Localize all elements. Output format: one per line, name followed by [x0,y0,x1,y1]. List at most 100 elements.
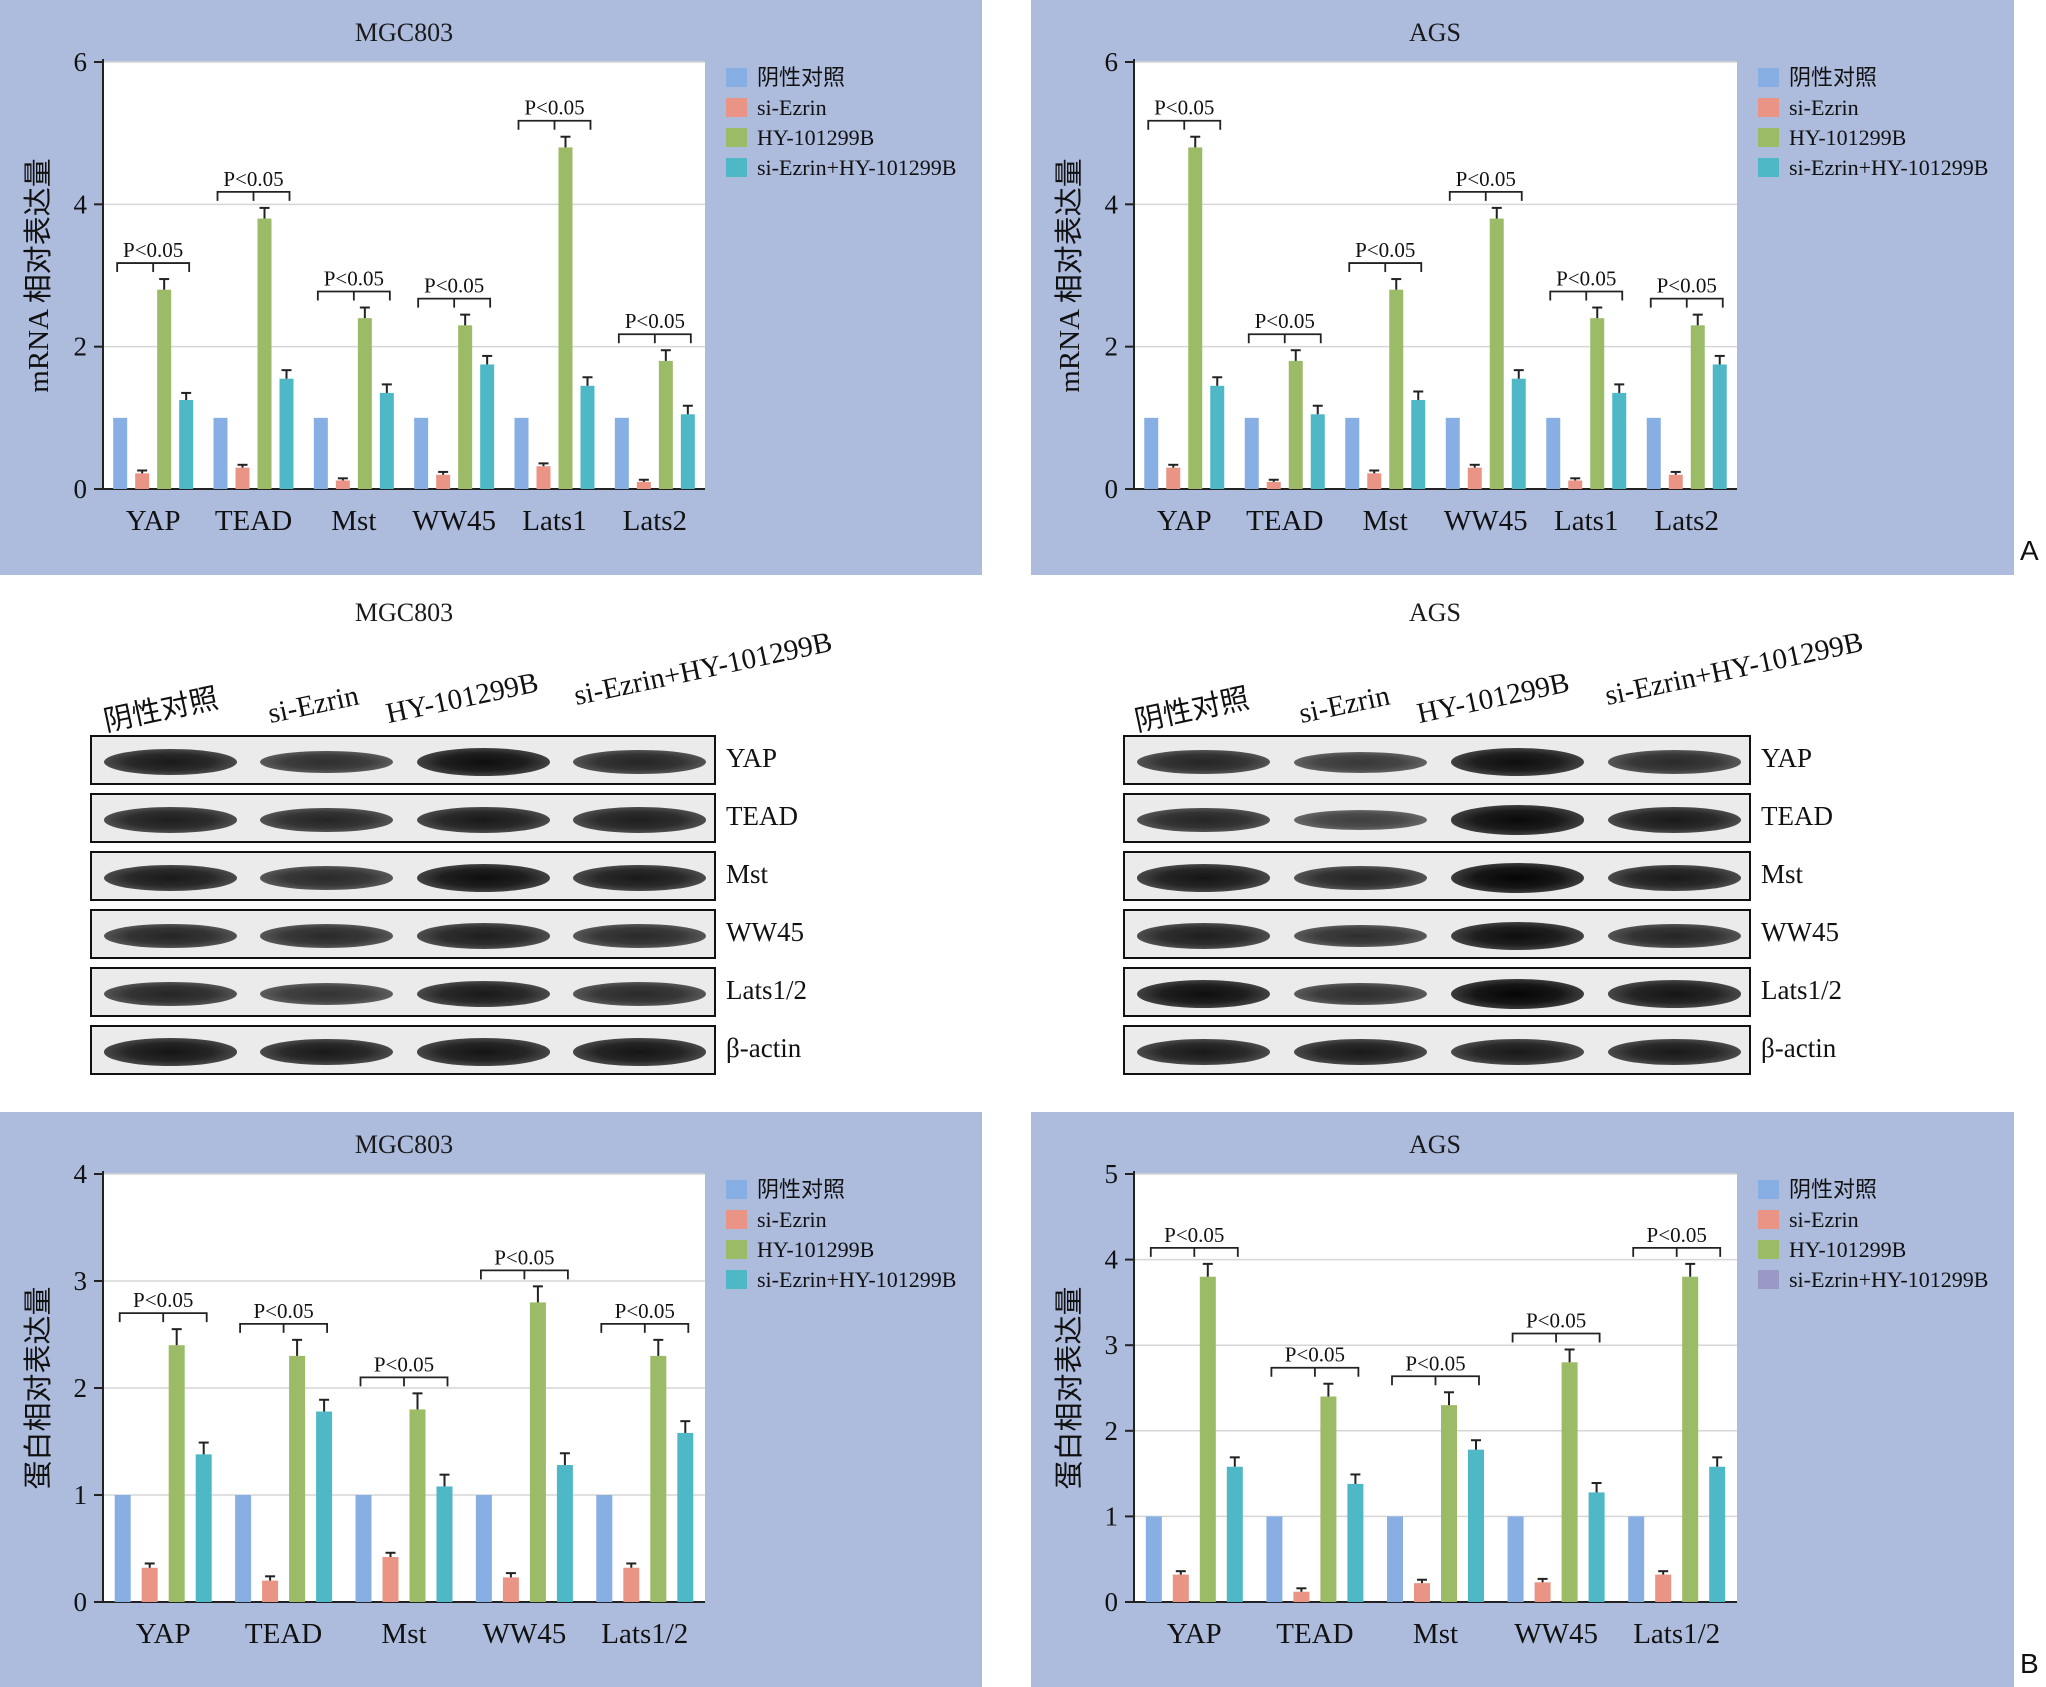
x-tick-label: YAP [1167,1618,1222,1650]
y-tick-label: 1 [74,1480,88,1510]
lane-label: si-Ezrin+HY-101299B [571,626,835,713]
significance-label: P<0.05 [1355,238,1415,262]
significance-label: P<0.05 [625,309,685,333]
blot-strip [1123,1025,1751,1075]
bar [1188,147,1203,489]
protein-band [1136,979,1271,1009]
bar [514,417,529,489]
x-tick-label: YAP [136,1618,191,1650]
legend-label: si-Ezrin+HY-101299B [1789,1267,1988,1292]
significance-label: P<0.05 [133,1288,193,1312]
legend-label: HY-101299B [1789,125,1906,150]
legend-label: HY-101299B [1789,1237,1906,1262]
bar [135,473,150,489]
x-tick-label: TEAD [245,1618,322,1650]
legend-swatch [726,68,747,87]
y-axis-label: 蛋白相对表达量 [22,1286,55,1489]
x-tick-label: WW45 [1444,505,1528,537]
legend-swatch [1758,1180,1779,1199]
panel-letter-a: A [2020,535,2039,566]
blot-strip [90,909,716,959]
significance-label: P<0.05 [1526,1308,1586,1332]
protein-band [573,1038,707,1066]
lane-label: si-Ezrin [1296,679,1393,731]
bar [1546,417,1561,489]
bar-chart-protein-ags: 0 1 2 3 4 5 蛋白相对表达量 YAP P<0.05 TEAD P<0.05 Mst P<0.0… [1053,1159,1988,1650]
legend-label: 阴性对照 [757,65,845,90]
y-tick-label: 2 [1105,1416,1119,1446]
protein-band [103,923,237,949]
plot-area [1134,62,1737,489]
significance-bracket [1270,1366,1360,1377]
significance-label: P<0.05 [223,167,283,191]
bar [379,392,394,489]
x-tick-label: Lats1/2 [1633,1618,1720,1650]
plot-area [103,62,705,489]
legend-label: si-Ezrin+HY-101299B [757,155,956,180]
legend-label: 阴性对照 [757,1177,845,1202]
protein-band [1293,809,1428,831]
bar [475,1495,492,1602]
protein-label: YAP [726,743,778,773]
significance-label: P<0.05 [524,96,584,120]
bar [596,1495,613,1602]
protein-band [1293,924,1428,948]
blot-strip [90,735,716,785]
y-tick-label: 0 [1105,1587,1119,1617]
protein-band [260,750,394,774]
bar [480,364,495,489]
bar [313,417,328,489]
bar [357,318,372,489]
protein-band [260,807,394,833]
blot-strip [1123,793,1751,843]
protein-band [416,923,550,949]
bar [658,360,673,489]
significance-label: P<0.05 [1285,1343,1345,1367]
bar-chart-protein-mgc803: 0 1 2 3 4 蛋白相对表达量 YAP P<0.05 TEAD P<0.05 Mst P<0.05… [22,1159,956,1650]
protein-label: Lats1/2 [726,975,807,1005]
bar [1690,325,1705,489]
blot-strip [90,793,716,843]
protein-band [103,864,237,892]
bar [536,466,551,489]
protein-label: β-actin [726,1033,802,1063]
significance-label: P<0.05 [424,274,484,298]
x-tick-label: Mst [1413,1618,1458,1650]
significance-label: P<0.05 [615,1299,675,1323]
bar [1166,467,1181,489]
blot-strip [1123,851,1751,901]
bar [257,218,272,490]
significance-label: P<0.05 [1405,1351,1465,1375]
bar [235,1495,252,1602]
protein-band [1450,979,1585,1009]
significance-label: P<0.05 [253,1299,313,1323]
significance-bracket [480,1269,569,1280]
protein-label: TEAD [1761,801,1833,831]
protein-label: TEAD [726,801,798,831]
legend-swatch [726,128,747,147]
bar [1568,480,1583,489]
bar [614,417,629,489]
protein-band [1607,923,1742,949]
y-tick-label: 6 [74,47,88,77]
bar [1345,417,1360,489]
protein-band [1450,921,1585,951]
bar [558,147,573,489]
bar [1199,1276,1216,1602]
bar [409,1409,426,1602]
significance-label: P<0.05 [324,267,384,291]
bar [316,1411,333,1602]
legend-swatch [1758,158,1779,177]
bar [1489,218,1504,490]
protein-label: β-actin [1761,1033,1837,1063]
significance-label: P<0.05 [1556,267,1616,291]
bar [680,414,695,489]
blot-strip [90,967,716,1017]
legend-label: si-Ezrin [1789,95,1859,120]
blot-strip [90,1025,716,1075]
lane-label: 阴性对照 [100,682,222,739]
bar-chart-mrna-ags: 0 2 4 6 mRNA 相对表达量 YAP P<0.05 TEAD P<0.05 Mst P<0.… [1053,47,1988,537]
significance-label: P<0.05 [1154,96,1214,120]
bar [141,1567,158,1602]
bar [335,480,350,489]
